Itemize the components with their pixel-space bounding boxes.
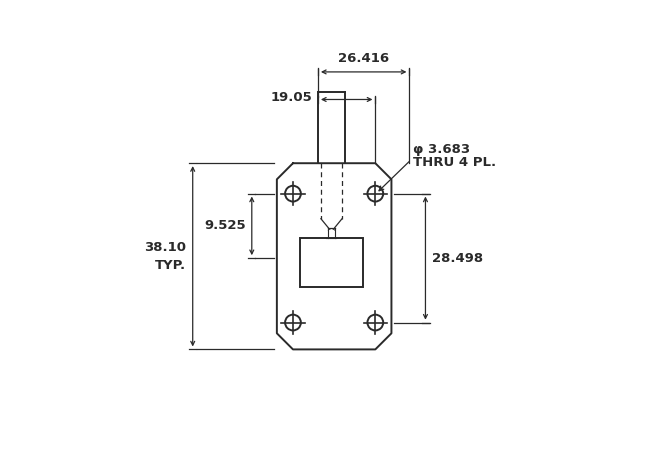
Text: 26.416: 26.416 [338, 53, 389, 66]
Bar [300, 239, 363, 287]
Text: 19.05: 19.05 [271, 91, 313, 104]
Text: TYP.: TYP. [155, 259, 186, 272]
Text: 28.498: 28.498 [432, 252, 483, 265]
Text: φ 3.683: φ 3.683 [413, 143, 470, 156]
Text: 38.10: 38.10 [144, 241, 186, 254]
Text: THRU 4 PL.: THRU 4 PL. [413, 156, 496, 169]
Text: 9.525: 9.525 [205, 219, 246, 232]
